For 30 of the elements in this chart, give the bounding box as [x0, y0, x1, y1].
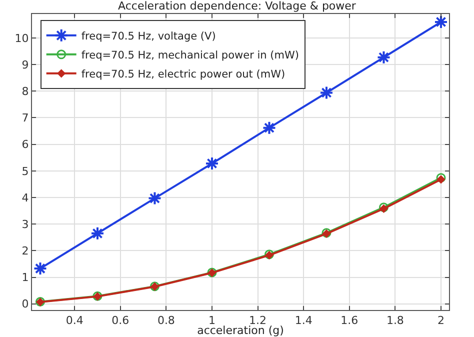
- x-tick-label: 1.4: [294, 314, 312, 328]
- point: [204, 156, 219, 170]
- y-tick-label: 4: [22, 191, 29, 204]
- point: [33, 262, 48, 276]
- x-tick-label: 0.6: [112, 314, 130, 328]
- y-tick-label: 5: [22, 164, 29, 178]
- y-tick-label: 8: [22, 84, 29, 98]
- x-tick-label: 2: [437, 314, 444, 328]
- point: [376, 50, 391, 64]
- y-tick-label: 1: [22, 271, 29, 284]
- x-tick-label: 0.8: [157, 314, 175, 328]
- x-tick-label: 1.6: [340, 314, 358, 328]
- point: [148, 191, 162, 206]
- y-tick-label: 7: [22, 112, 29, 125]
- x-tick-label: 0.4: [66, 314, 84, 328]
- chart-title: Acceleration dependence: Voltage & power: [118, 0, 356, 12]
- legend-label: freq=70.5 Hz, voltage (V): [81, 30, 216, 43]
- y-tick-label: 2: [22, 244, 29, 258]
- y-tick-label: 6: [22, 138, 29, 152]
- point: [262, 120, 276, 135]
- point: [434, 14, 448, 29]
- legend-label: freq=70.5 Hz, electric power out (mW): [81, 68, 286, 81]
- point: [319, 86, 334, 100]
- y-tick-label: 10: [14, 32, 29, 45]
- y-tick-label: 3: [22, 218, 29, 231]
- y-tick-label: 9: [22, 58, 29, 72]
- legend-label: freq=70.5 Hz, mechanical power in (mW): [81, 50, 299, 62]
- y-tick-label: 0: [22, 298, 29, 311]
- point: [90, 226, 104, 240]
- x-tick-label: 1.8: [386, 314, 404, 328]
